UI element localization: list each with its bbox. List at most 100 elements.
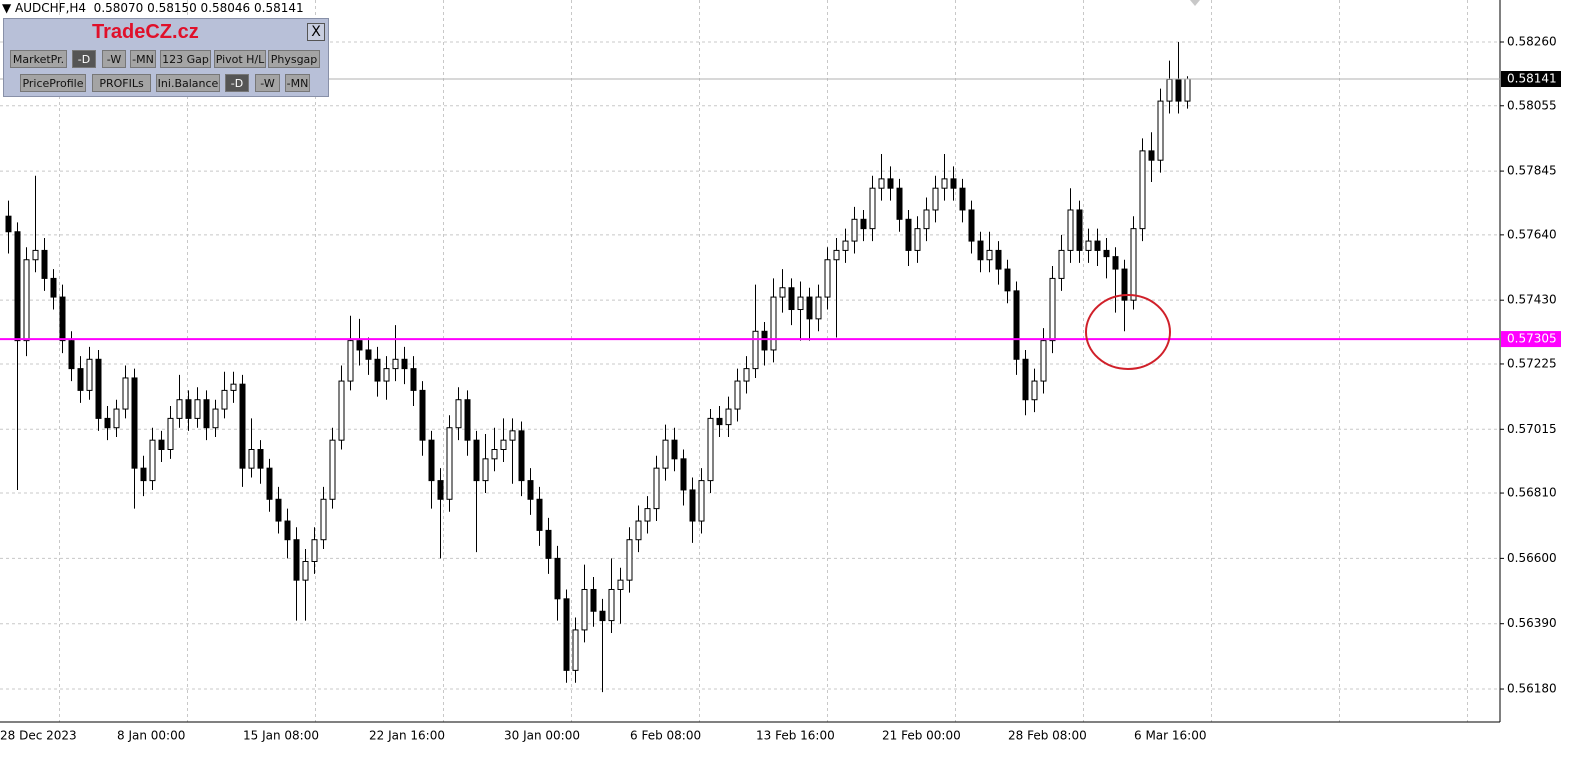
candle-body	[203, 399, 210, 429]
candle-body	[554, 557, 561, 600]
close-button[interactable]: X	[307, 23, 325, 41]
candle-body	[50, 277, 57, 298]
candle-body	[545, 529, 552, 559]
candle-body	[374, 358, 381, 382]
candle-body	[5, 215, 12, 233]
candle-body	[941, 178, 948, 189]
panel-button[interactable]: Ini.Balance	[156, 74, 220, 92]
candle-body	[1004, 268, 1011, 292]
y-tick-label: 0.57845	[1507, 164, 1557, 178]
candle-body	[671, 439, 678, 460]
candle-body	[563, 598, 570, 671]
candle-body	[1058, 249, 1065, 279]
candle-body	[797, 296, 804, 311]
candle-body	[158, 439, 165, 451]
candle-body	[14, 231, 21, 342]
candle-body	[491, 449, 498, 460]
candle-body	[293, 539, 300, 581]
candle-body	[221, 389, 228, 410]
candle-body	[320, 498, 327, 541]
candle-body	[167, 417, 174, 451]
candle-body	[347, 340, 354, 382]
candle-body	[1031, 380, 1038, 401]
y-tick-label: 0.57225	[1507, 356, 1557, 370]
candle-body	[878, 178, 885, 189]
scroll-marker	[1190, 0, 1200, 6]
candle-body	[1130, 228, 1137, 301]
candle-body	[995, 249, 1002, 270]
candle-body	[284, 520, 291, 541]
candle-body	[707, 417, 714, 482]
candle-body	[1103, 249, 1110, 258]
candle-body	[698, 480, 705, 522]
candle-body	[1094, 240, 1101, 251]
y-tick-label: 0.57015	[1507, 422, 1557, 436]
x-tick-label: 6 Mar 16:00	[1134, 729, 1207, 743]
candle-body	[1121, 268, 1128, 301]
candle-body	[860, 218, 867, 230]
candle-body	[824, 259, 831, 298]
candle-body	[680, 458, 687, 491]
candle-body	[608, 588, 615, 622]
candle-body	[194, 399, 201, 419]
candle-body	[185, 399, 192, 419]
panel-button[interactable]: PROFILs	[92, 74, 151, 92]
candle-body	[383, 368, 390, 382]
x-tick-label: 8 Jan 00:00	[117, 729, 185, 743]
x-tick-label: 6 Feb 08:00	[630, 729, 701, 743]
candle-body	[140, 467, 147, 482]
candle-body	[437, 480, 444, 500]
candle-body	[689, 489, 696, 522]
candle-body	[572, 629, 579, 671]
panel-button[interactable]: MarketPr.	[10, 50, 67, 68]
panel-button[interactable]: -W	[102, 50, 126, 68]
candle-body	[1049, 277, 1056, 342]
candle-body	[590, 588, 597, 612]
candle-body	[401, 358, 408, 370]
candle-body	[959, 187, 966, 211]
candle-body	[986, 249, 993, 261]
vertical-grid	[0, 0, 1500, 722]
panel-button[interactable]: -W	[255, 74, 280, 92]
panel-button[interactable]: -MN	[130, 50, 156, 68]
candle-body	[977, 240, 984, 261]
candle-body	[923, 209, 930, 230]
current-price-box	[1501, 71, 1561, 88]
candle-body	[248, 449, 255, 469]
candle-body	[212, 408, 219, 429]
panel-button[interactable]: -D	[72, 50, 96, 68]
panel-button[interactable]: -D	[225, 74, 249, 92]
panel-button[interactable]: -MN	[285, 74, 310, 92]
candle-body	[59, 296, 66, 342]
x-tick-label: 13 Feb 16:00	[756, 729, 835, 743]
candle-body	[626, 539, 633, 581]
candle-body	[815, 296, 822, 320]
candle-body	[122, 377, 129, 410]
candle-body	[968, 209, 975, 242]
candle-body	[149, 439, 156, 482]
candle-body	[455, 399, 462, 429]
panel-button[interactable]: Pivot H/L	[214, 50, 266, 68]
symbol-header: ▼ AUDCHF,H4 0.58070 0.58150 0.58046 0.58…	[2, 1, 304, 15]
candle-body	[329, 439, 336, 500]
y-tick-label: 0.56180	[1507, 682, 1557, 696]
candle-body	[239, 383, 246, 469]
candle-body	[635, 520, 642, 541]
candle-body	[518, 430, 525, 482]
candle-body	[68, 340, 75, 370]
panel-button[interactable]: PriceProfile	[20, 74, 86, 92]
candle-body	[896, 187, 903, 220]
candle-body	[32, 249, 39, 261]
candle-body	[302, 560, 309, 581]
candle-body	[599, 610, 606, 622]
candle-body	[617, 579, 624, 590]
candle-body	[77, 368, 84, 391]
panel-button[interactable]: 123 Gap	[160, 50, 211, 68]
candle-body	[464, 399, 471, 441]
annotation-circle	[1085, 294, 1171, 370]
candle-body	[788, 287, 795, 311]
candle-body	[428, 439, 435, 482]
panel-button[interactable]: Physgap	[268, 50, 320, 68]
candle-body	[1067, 209, 1074, 251]
candle-body	[473, 439, 480, 482]
